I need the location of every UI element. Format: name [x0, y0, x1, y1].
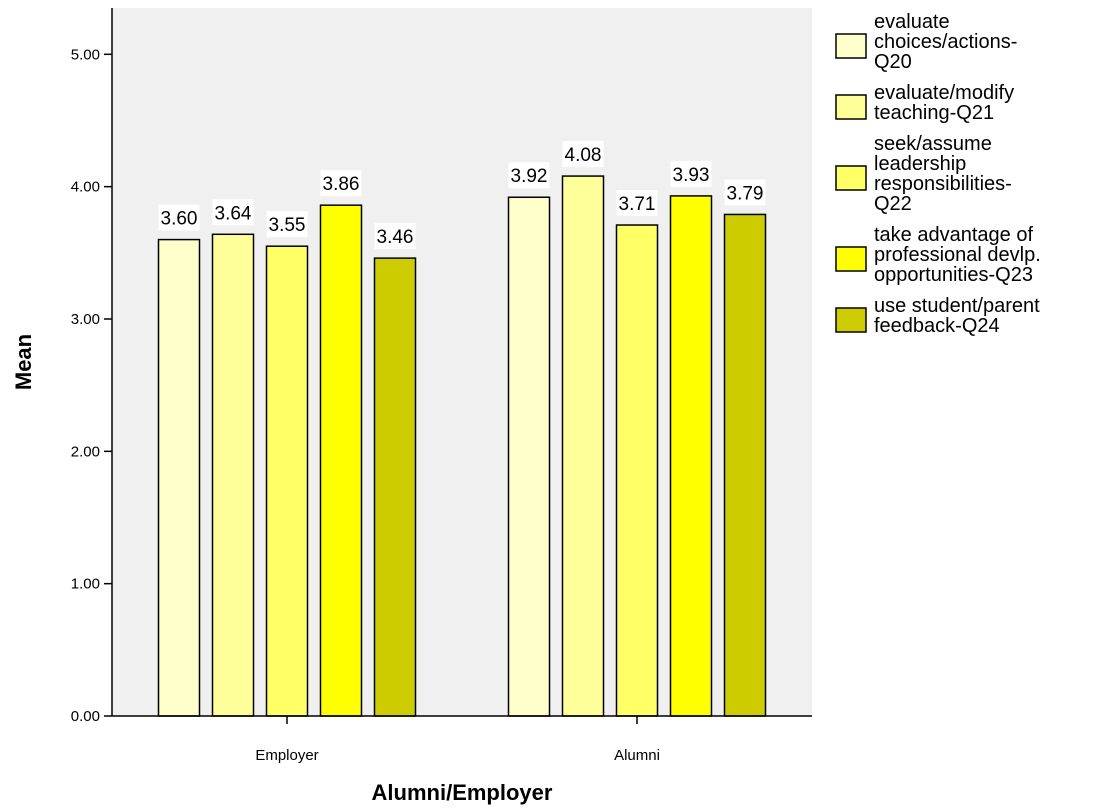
- data-label: 3.93: [673, 165, 710, 186]
- data-label-background: [724, 179, 766, 206]
- bar: [373, 257, 417, 717]
- data-label: 3.79: [727, 183, 764, 204]
- data-label: 4.08: [565, 145, 602, 166]
- y-tick-label: 5.00: [71, 46, 100, 63]
- legend-label: use student/parent: [874, 295, 1040, 317]
- bar: [507, 196, 551, 717]
- x-tick-label: Employer: [255, 747, 318, 764]
- data-label: 3.64: [215, 203, 252, 224]
- x-axis-title: Alumni/Employer: [372, 780, 553, 805]
- bar: [211, 233, 255, 717]
- data-label-background: [562, 141, 604, 168]
- y-axis-ticks: 0.00 1.00 2.00 3.00 4.00 5.00: [71, 46, 112, 725]
- legend-swatch: [835, 307, 867, 333]
- data-label-background: [320, 170, 362, 197]
- bars-group: [157, 175, 767, 717]
- data-label: 3.46: [377, 227, 414, 248]
- legend-label: Q20: [874, 51, 912, 73]
- data-label-background: [158, 204, 200, 231]
- bar: [265, 245, 309, 717]
- legend-label: responsibilities-: [874, 173, 1012, 195]
- bar: [723, 213, 767, 717]
- data-label-background: [616, 190, 658, 217]
- legend-label: evaluate/modify: [874, 82, 1014, 104]
- data-label-background: [508, 162, 550, 189]
- y-tick-label: 0.00: [71, 708, 100, 725]
- legend-swatch: [835, 165, 867, 191]
- legend-label: feedback-Q24: [874, 315, 1000, 337]
- bar: [561, 175, 605, 717]
- y-tick-label: 1.00: [71, 576, 100, 593]
- legend-label: evaluate: [874, 11, 950, 33]
- legend-label: choices/actions-: [874, 31, 1017, 53]
- legend-label: professional devlp.: [874, 244, 1041, 266]
- bar: [615, 224, 659, 717]
- data-label: 3.71: [619, 194, 656, 215]
- bar: [669, 195, 713, 717]
- legend-swatch: [835, 94, 867, 120]
- y-tick-label: 3.00: [71, 311, 100, 328]
- legend-label: opportunities-Q23: [874, 264, 1033, 286]
- bar: [319, 204, 363, 717]
- y-tick-label: 2.00: [71, 443, 100, 460]
- data-label: 3.92: [511, 166, 548, 187]
- legend-swatch: [835, 33, 867, 59]
- y-axis-title: Mean: [11, 334, 36, 390]
- data-label-background: [374, 223, 416, 250]
- legend-label: leadership: [874, 153, 966, 175]
- data-label-background: [266, 211, 308, 238]
- legend-label: take advantage of: [874, 224, 1033, 246]
- legend-label: Q22: [874, 193, 912, 215]
- bar: [157, 238, 201, 717]
- legend-label: seek/assume: [874, 133, 992, 155]
- x-tick-label: Alumni: [614, 747, 660, 764]
- data-label: 3.60: [161, 209, 198, 230]
- data-label: 3.55: [269, 215, 306, 236]
- data-labels-group: 3.60 3.64 3.55 3.86 3.46 3.92 4.08 3.71 3.93 3.79: [158, 141, 766, 250]
- legend-swatch: [835, 246, 867, 272]
- data-label-background: [670, 160, 712, 187]
- x-axis-ticks: Employer Alumni: [255, 716, 660, 764]
- y-tick-label: 4.00: [71, 179, 100, 196]
- data-label: 3.86: [323, 174, 360, 195]
- data-label-background: [212, 199, 254, 226]
- legend-label: teaching-Q21: [874, 102, 994, 124]
